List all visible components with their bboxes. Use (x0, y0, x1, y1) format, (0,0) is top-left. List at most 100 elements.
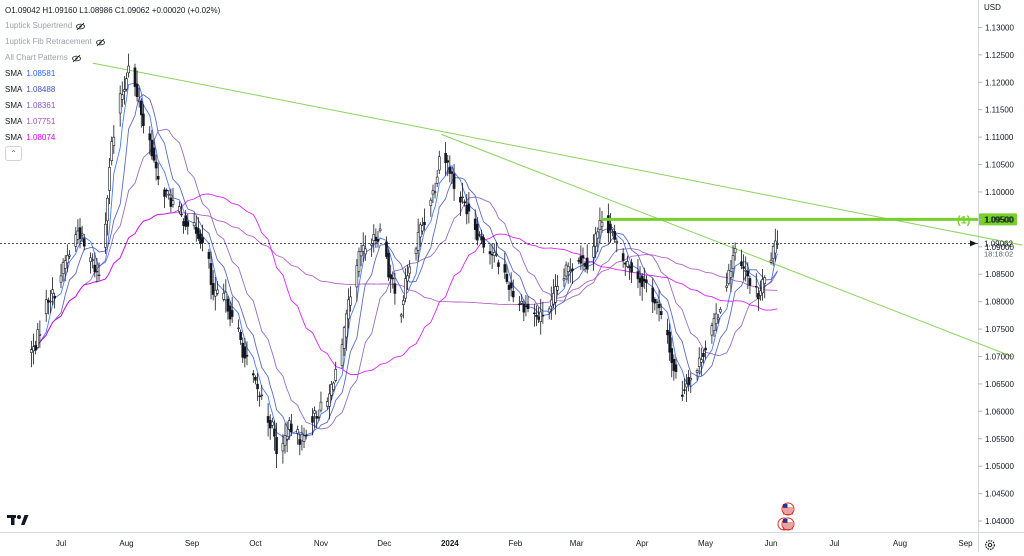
candle (761, 269, 764, 301)
candle-body (674, 364, 678, 372)
candle-body (254, 376, 257, 381)
candle (241, 337, 245, 364)
candle (759, 280, 762, 301)
sma-legend-row[interactable]: SMA 1.08581 (5, 66, 220, 82)
candle (36, 323, 40, 350)
candle-body (182, 221, 185, 226)
candle (600, 210, 604, 233)
candle (298, 433, 302, 456)
candle-body (716, 317, 720, 321)
candle-body (406, 275, 409, 282)
candle (59, 263, 63, 289)
candle (32, 333, 35, 365)
candle (61, 258, 65, 282)
candle-body (357, 250, 361, 272)
candle-body (689, 377, 693, 381)
candle-body (137, 99, 141, 102)
candle (393, 272, 397, 305)
candle (511, 279, 515, 303)
candle-body (241, 342, 245, 358)
settings-gear-icon[interactable] (984, 538, 996, 550)
candle (581, 247, 585, 271)
candle-body (742, 266, 745, 269)
candle (364, 235, 367, 261)
candle-body (710, 325, 714, 336)
candle-body (480, 236, 483, 241)
candle-body (256, 383, 259, 390)
candle (592, 234, 595, 271)
candle-body (123, 89, 126, 92)
candle-body (63, 260, 67, 269)
candle (571, 263, 574, 284)
candle-body (359, 251, 363, 257)
candle-body (539, 311, 543, 322)
candle-body (408, 266, 411, 274)
candle (719, 306, 722, 314)
indicator-label: 1uptick Fib Retracement (5, 37, 92, 46)
candle (729, 260, 733, 293)
candle-body (76, 230, 80, 240)
candle-body (391, 277, 395, 280)
candle (357, 247, 361, 278)
collapse-legend-button[interactable]: ⌃ (5, 146, 22, 161)
candle-body (492, 251, 496, 256)
indicator-row[interactable]: 1uptick Supertrend (5, 18, 220, 34)
candle (66, 244, 69, 273)
candle-body (414, 248, 418, 254)
candle (311, 408, 314, 436)
candle (118, 85, 122, 127)
candle (95, 257, 99, 283)
sma-legend-row[interactable]: SMA 1.08488 (5, 82, 220, 98)
eye-crossed-icon[interactable] (95, 37, 105, 47)
eye-crossed-icon[interactable] (76, 21, 86, 31)
candle-body (535, 314, 538, 317)
candle-body (495, 254, 498, 256)
sma-legend-row[interactable]: SMA 1.08074 (5, 130, 220, 146)
tradingview-logo-icon[interactable] (7, 513, 29, 531)
candle (492, 243, 496, 263)
candle-body (683, 389, 686, 391)
candle-body (332, 382, 335, 390)
candle-body (478, 234, 481, 236)
currency-label[interactable]: USD (984, 3, 1001, 12)
candle-body (118, 93, 122, 114)
candle-body (533, 312, 536, 315)
indicator-label: 1uptick Supertrend (5, 21, 73, 30)
candle-body (482, 237, 485, 248)
economic-events[interactable] (777, 502, 795, 531)
price-axis[interactable]: 1.04000 1.04500 1.05000 1.05500 1.06000 1.065… (978, 23, 1014, 526)
event-marker[interactable] (777, 517, 795, 531)
time-tick-label: Aug (119, 539, 133, 548)
candle-body (537, 316, 540, 320)
sma-legend-row[interactable]: SMA 1.08361 (5, 98, 220, 114)
candle-body (342, 327, 346, 349)
sma-value: 1.08074 (26, 133, 56, 142)
candle-body (761, 279, 764, 294)
sma-legend-row[interactable]: SMA 1.07751 (5, 114, 220, 130)
candle (376, 231, 380, 248)
eye-crossed-icon[interactable] (71, 53, 81, 63)
price-tick-label: 1.06500 (985, 380, 1014, 389)
current-price-value: 1.09062 (984, 239, 1013, 248)
candle-body (645, 279, 648, 283)
sma-label: SMA (5, 117, 23, 126)
time-tick-label: Aug (893, 539, 907, 548)
candle (271, 417, 274, 429)
time-axis[interactable]: Jul Aug Sep Oct Nov Dec 2024 Feb Mar Apr May Jun Jul… (56, 539, 973, 548)
candle (685, 374, 688, 402)
candle (406, 264, 409, 290)
indicator-row[interactable]: 1uptick Fib Retracement (5, 34, 220, 50)
event-marker[interactable] (781, 502, 795, 516)
candle (461, 182, 464, 204)
level-label: (1) (957, 214, 971, 226)
candle-body (355, 265, 359, 288)
indicator-row[interactable]: All Chart Patterns (5, 50, 220, 66)
candle-body (125, 78, 128, 90)
candle (518, 295, 521, 312)
candle (742, 254, 745, 281)
candle-body (224, 291, 228, 301)
candle (268, 414, 272, 440)
candle-body (461, 196, 464, 198)
candle-body (178, 206, 181, 212)
